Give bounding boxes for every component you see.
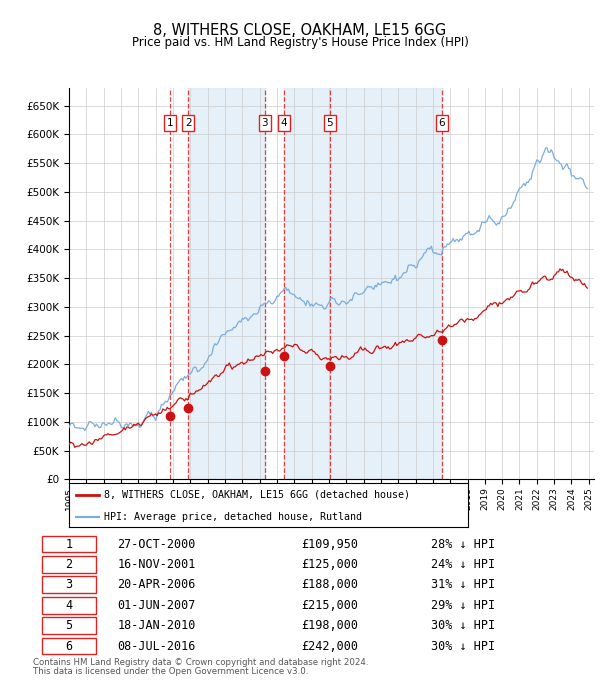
Text: 20-APR-2006: 20-APR-2006 — [118, 578, 196, 592]
Text: 24% ↓ HPI: 24% ↓ HPI — [431, 558, 495, 571]
Text: £125,000: £125,000 — [301, 558, 358, 571]
Bar — [42, 577, 96, 593]
Text: 1: 1 — [167, 118, 173, 128]
Text: This data is licensed under the Open Government Licence v3.0.: This data is licensed under the Open Gov… — [33, 667, 308, 677]
Text: 4: 4 — [65, 598, 73, 612]
Text: 16-NOV-2001: 16-NOV-2001 — [118, 558, 196, 571]
Bar — [188, 88, 265, 479]
Bar — [284, 88, 330, 479]
Text: 6: 6 — [439, 118, 445, 128]
Text: 8, WITHERS CLOSE, OAKHAM, LE15 6GG (detached house): 8, WITHERS CLOSE, OAKHAM, LE15 6GG (deta… — [104, 490, 410, 500]
Text: 5: 5 — [326, 118, 333, 128]
Text: Contains HM Land Registry data © Crown copyright and database right 2024.: Contains HM Land Registry data © Crown c… — [33, 658, 368, 667]
Bar — [330, 88, 442, 479]
Bar — [42, 536, 96, 552]
Text: 18-JAN-2010: 18-JAN-2010 — [118, 619, 196, 632]
Text: £188,000: £188,000 — [301, 578, 358, 592]
Text: 1: 1 — [65, 537, 73, 551]
Bar — [42, 556, 96, 573]
Text: 2: 2 — [65, 558, 73, 571]
Text: 2: 2 — [185, 118, 191, 128]
Text: 08-JUL-2016: 08-JUL-2016 — [118, 639, 196, 653]
Bar — [42, 638, 96, 654]
Text: Price paid vs. HM Land Registry's House Price Index (HPI): Price paid vs. HM Land Registry's House … — [131, 35, 469, 49]
Text: 4: 4 — [281, 118, 287, 128]
Text: 8, WITHERS CLOSE, OAKHAM, LE15 6GG: 8, WITHERS CLOSE, OAKHAM, LE15 6GG — [154, 23, 446, 38]
Text: 27-OCT-2000: 27-OCT-2000 — [118, 537, 196, 551]
Text: 29% ↓ HPI: 29% ↓ HPI — [431, 598, 495, 612]
Text: £198,000: £198,000 — [301, 619, 358, 632]
Text: 30% ↓ HPI: 30% ↓ HPI — [431, 639, 495, 653]
Text: £109,950: £109,950 — [301, 537, 358, 551]
Text: 3: 3 — [262, 118, 268, 128]
Text: 5: 5 — [65, 619, 73, 632]
Text: 28% ↓ HPI: 28% ↓ HPI — [431, 537, 495, 551]
Text: HPI: Average price, detached house, Rutland: HPI: Average price, detached house, Rutl… — [104, 512, 362, 522]
Text: 01-JUN-2007: 01-JUN-2007 — [118, 598, 196, 612]
Bar — [42, 617, 96, 634]
Text: 6: 6 — [65, 639, 73, 653]
Text: £242,000: £242,000 — [301, 639, 358, 653]
Bar — [42, 597, 96, 613]
Text: 3: 3 — [65, 578, 73, 592]
Text: 31% ↓ HPI: 31% ↓ HPI — [431, 578, 495, 592]
Text: £215,000: £215,000 — [301, 598, 358, 612]
Text: 30% ↓ HPI: 30% ↓ HPI — [431, 619, 495, 632]
